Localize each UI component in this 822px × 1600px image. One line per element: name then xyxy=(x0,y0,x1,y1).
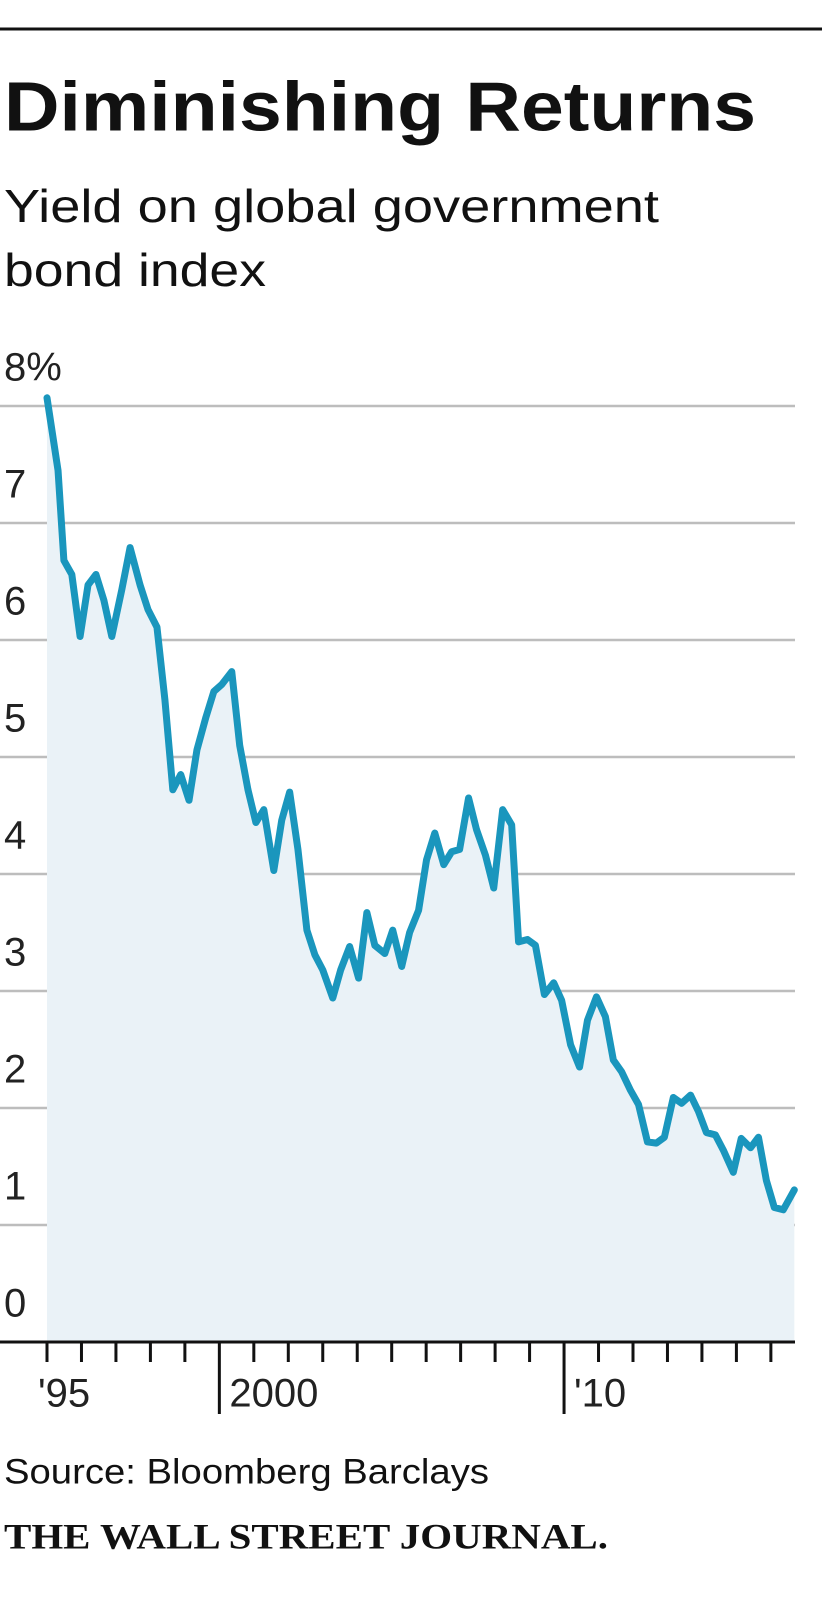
area xyxy=(47,397,795,1342)
line-layer xyxy=(43,394,798,1214)
area-layer xyxy=(47,397,795,1342)
y-tick-label: 6 xyxy=(4,580,26,624)
y-tick-label: 0 xyxy=(4,1282,26,1326)
y-tick-label: 1 xyxy=(4,1165,26,1209)
x-tick-label: 2000 xyxy=(229,1372,318,1416)
y-tick-label: 4 xyxy=(4,814,26,858)
chart-title: Diminishing Returns xyxy=(4,67,756,145)
y-tick-label: 8% xyxy=(4,346,62,390)
chart-subtitle: Yield on global government xyxy=(4,180,659,232)
plot-area: 0 1 2 3 4 5 6 7 8% '95 2000 '10 xyxy=(0,346,798,1416)
x-tick-label: '95 xyxy=(38,1372,90,1416)
y-tick-label: 7 xyxy=(4,463,26,507)
source-note: Source: Bloomberg Barclays xyxy=(4,1452,489,1491)
y-tick-label: 3 xyxy=(4,931,26,975)
x-tick-label: '10 xyxy=(574,1372,626,1416)
credit: THE WALL STREET JOURNAL. xyxy=(4,1516,608,1556)
line xyxy=(43,394,798,1214)
chart-subtitle: bond index xyxy=(4,244,266,296)
y-tick-label: 2 xyxy=(4,1048,26,1092)
y-tick-label: 5 xyxy=(4,697,26,741)
axes: 0 1 2 3 4 5 6 7 8% '95 2000 '10 xyxy=(0,346,795,1416)
